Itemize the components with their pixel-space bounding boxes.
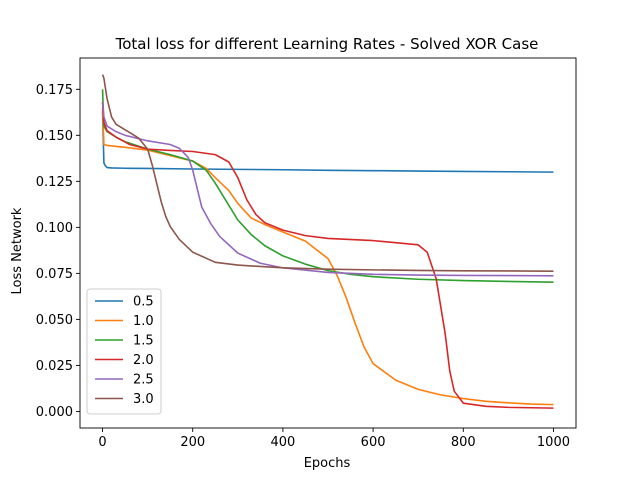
legend-label: 0.5 (133, 295, 154, 310)
y-tick-label: 0.025 (36, 359, 73, 374)
x-tick-label: 0 (98, 435, 106, 450)
series-line-5 (101, 74, 554, 272)
plot-area (80, 58, 576, 428)
series-line-4 (101, 102, 554, 277)
x-tick-label: 400 (270, 435, 295, 450)
legend-label: 1.5 (133, 334, 154, 349)
y-tick-label: 0.100 (36, 221, 73, 236)
chart-title: Total loss for different Learning Rates … (115, 35, 539, 53)
legend-label: 2.0 (133, 353, 154, 368)
series-line-3 (101, 102, 554, 409)
legend-label: 1.0 (133, 314, 154, 329)
x-axis-label: Epochs (304, 456, 351, 471)
legend-label: 2.5 (133, 373, 154, 388)
plot-background (80, 58, 576, 428)
y-axis-label: Loss Network (10, 207, 25, 294)
series-line-0 (101, 111, 554, 173)
x-tick-label: 600 (361, 435, 386, 450)
y-tick-label: 0.150 (36, 129, 73, 144)
axes-layer: 0 200 400 600 800 1000 0.000 0.025 0.050 0.075 0.1… (36, 57, 577, 450)
y-tick-label: 0.075 (36, 267, 73, 282)
x-tick-label: 800 (451, 435, 476, 450)
x-tick-label: 200 (180, 435, 205, 450)
y-tick-label: 0.175 (36, 83, 73, 98)
y-tick-label: 0.000 (36, 405, 73, 420)
series-line-1 (101, 107, 554, 406)
legend-label: 3.0 (133, 392, 154, 407)
y-tick-label: 0.050 (36, 313, 73, 328)
x-tick-label: 1000 (537, 435, 570, 450)
axes-frame (79, 57, 577, 429)
legend: 0.5 1.0 1.5 2.0 2.5 3.0 (86, 288, 162, 415)
series-layer (101, 74, 554, 409)
y-tick-label: 0.125 (36, 175, 73, 190)
